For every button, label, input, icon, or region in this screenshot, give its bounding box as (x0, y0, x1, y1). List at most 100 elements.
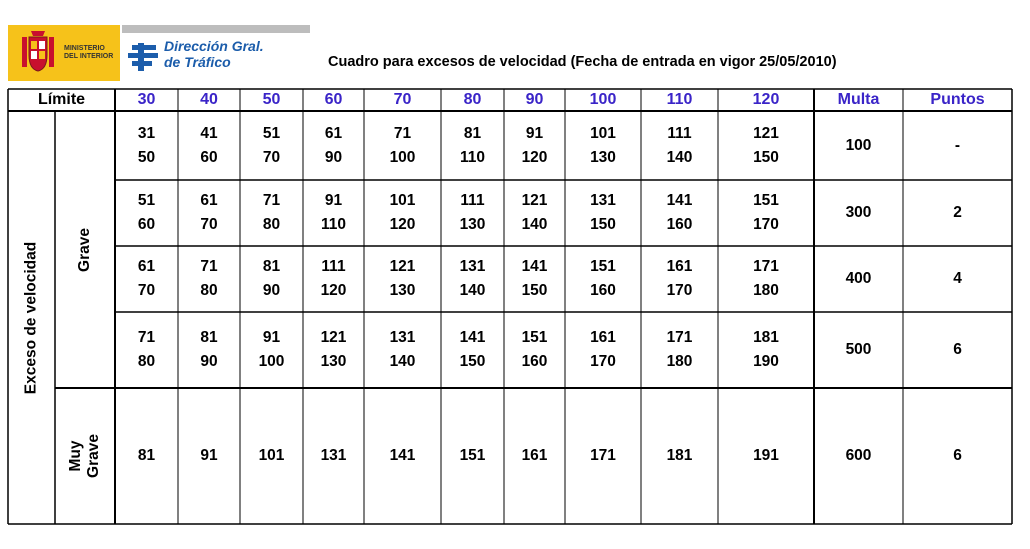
speed-range-cell: 41 60 (178, 111, 240, 180)
speed-range-cell: 161 170 (641, 246, 718, 312)
range-min: 61 (200, 192, 218, 209)
speed-threshold-cell: 101 (240, 388, 303, 524)
dgt-logo: Dirección Gral. de Tráfico (122, 25, 310, 81)
speed-threshold-cell: 91 (178, 388, 240, 524)
points-cell: - (903, 111, 1012, 180)
speed-limit-value: 80 (463, 91, 482, 108)
range-max: 120 (320, 282, 347, 299)
points-cell: 6 (903, 388, 1012, 524)
speed-range-cell: 111 120 (303, 246, 364, 312)
range-min: 141 (459, 329, 486, 346)
range-max: 180 (666, 353, 693, 370)
threshold-value: 151 (459, 447, 486, 464)
range-max: 160 (666, 216, 693, 233)
fine-cell: 500 (814, 312, 903, 388)
speed-range-cell: 51 70 (240, 111, 303, 180)
points-cell: 4 (903, 246, 1012, 312)
speed-range-cell: 101 120 (364, 180, 441, 246)
speed-range-cell: 111 140 (641, 111, 718, 180)
range-min: 111 (321, 258, 346, 275)
range-min: 71 (262, 192, 281, 209)
speed-range-cell: 61 70 (178, 180, 240, 246)
range-max: 80 (137, 353, 156, 370)
range-max: 140 (389, 353, 416, 370)
speed-range-cell: 31 50 (115, 111, 178, 180)
range-max: 80 (262, 216, 281, 233)
speed-limit-header: 110 (641, 89, 718, 111)
range-min: 51 (137, 192, 156, 209)
range-min: 141 (521, 258, 548, 275)
speed-excess-label: Exceso de velocidad (8, 111, 55, 524)
range-max: 120 (521, 148, 548, 166)
range-max: 170 (666, 282, 693, 299)
range-max: 100 (258, 353, 285, 370)
speed-range-cell: 91 120 (504, 111, 565, 180)
range-max: 150 (521, 282, 548, 299)
range-max: 100 (389, 148, 416, 166)
range-min: 71 (137, 329, 156, 346)
speed-range-cell: 71 100 (364, 111, 441, 180)
range-min: 151 (753, 192, 779, 209)
range-min: 71 (393, 124, 412, 142)
range-min: 31 (137, 124, 156, 142)
range-min: 121 (521, 192, 548, 209)
speed-threshold-cell: 151 (441, 388, 504, 524)
range-max: 130 (320, 353, 347, 370)
speed-threshold-cell: 191 (718, 388, 814, 524)
grave-text: Grave (75, 227, 93, 272)
threshold-value: 191 (753, 447, 779, 464)
speed-range-cell: 81 90 (178, 312, 240, 388)
speed-range-cell: 61 70 (115, 246, 178, 312)
fine-cell: 300 (814, 180, 903, 246)
range-max: 140 (459, 282, 486, 299)
speed-range-cell: 151 160 (504, 312, 565, 388)
speed-threshold-cell: 171 (565, 388, 641, 524)
fine-cell: 100 (814, 111, 903, 180)
points-cell: 2 (903, 180, 1012, 246)
points-cell: 6 (903, 312, 1012, 388)
fine-cell: 400 (814, 246, 903, 312)
muy-grave-text: Muy Grave (67, 434, 103, 478)
range-min: 121 (753, 124, 779, 142)
speed-threshold-cell: 131 (303, 388, 364, 524)
range-max: 140 (666, 148, 693, 166)
range-max: 130 (389, 282, 416, 299)
page-title: Cuadro para excesos de velocidad (Fecha … (328, 54, 837, 70)
speed-limit-value: 90 (525, 91, 544, 108)
speed-limit-header: 50 (240, 89, 303, 111)
points-value: 6 (953, 341, 962, 358)
speed-range-cell: 161 170 (565, 312, 641, 388)
muy-grave-line: Grave (84, 434, 102, 478)
speed-range-cell: 71 80 (115, 312, 178, 388)
speed-limit-header: 90 (504, 89, 565, 111)
range-max: 150 (459, 353, 486, 370)
fine-cell: 600 (814, 388, 903, 524)
speed-limit-header: 30 (115, 89, 178, 111)
range-max: 170 (753, 216, 779, 233)
speed-range-cell: 91 100 (240, 312, 303, 388)
range-max: 80 (200, 282, 218, 299)
muy-grave-line: Muy (66, 440, 84, 472)
fine-header: Multa (814, 89, 903, 111)
speed-range-cell: 151 170 (718, 180, 814, 246)
range-min: 131 (459, 258, 486, 275)
dgt-name: Dirección Gral. de Tráfico (164, 38, 264, 70)
range-max: 110 (459, 148, 485, 166)
speed-limit-header: 120 (718, 89, 814, 111)
speed-range-cell: 81 90 (240, 246, 303, 312)
speed-limit-value: 30 (137, 91, 156, 108)
speed-range-cell: 121 140 (504, 180, 565, 246)
range-max: 110 (320, 216, 346, 233)
speed-range-cell: 141 160 (641, 180, 718, 246)
speed-range-cell: 141 150 (441, 312, 504, 388)
fine-value: 500 (845, 341, 872, 358)
range-min: 181 (753, 329, 779, 346)
range-max: 150 (753, 148, 779, 166)
range-max: 150 (590, 216, 616, 233)
range-max: 90 (262, 282, 281, 299)
threshold-value: 91 (200, 447, 218, 464)
speed-limit-value: 60 (324, 91, 343, 108)
speed-range-cell: 51 60 (115, 180, 178, 246)
range-min: 101 (590, 124, 616, 142)
speed-threshold-cell: 181 (641, 388, 718, 524)
